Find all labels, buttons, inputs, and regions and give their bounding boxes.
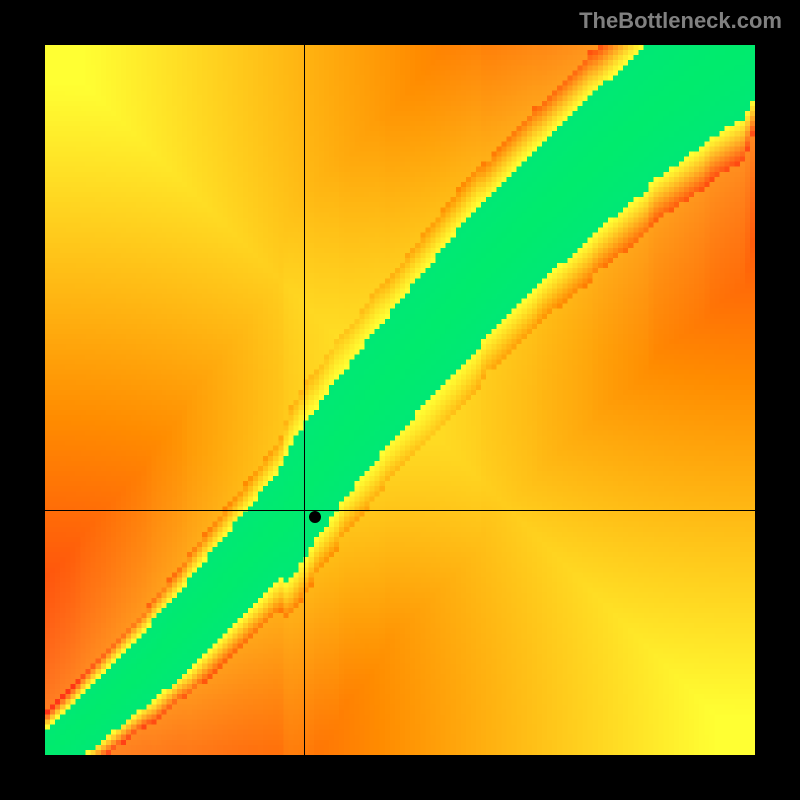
watermark-text: TheBottleneck.com <box>579 8 782 34</box>
data-point-marker <box>309 511 321 523</box>
crosshair-horizontal <box>45 510 755 511</box>
crosshair-vertical <box>304 45 305 755</box>
heatmap-plot <box>45 45 755 755</box>
heatmap-canvas <box>45 45 755 755</box>
